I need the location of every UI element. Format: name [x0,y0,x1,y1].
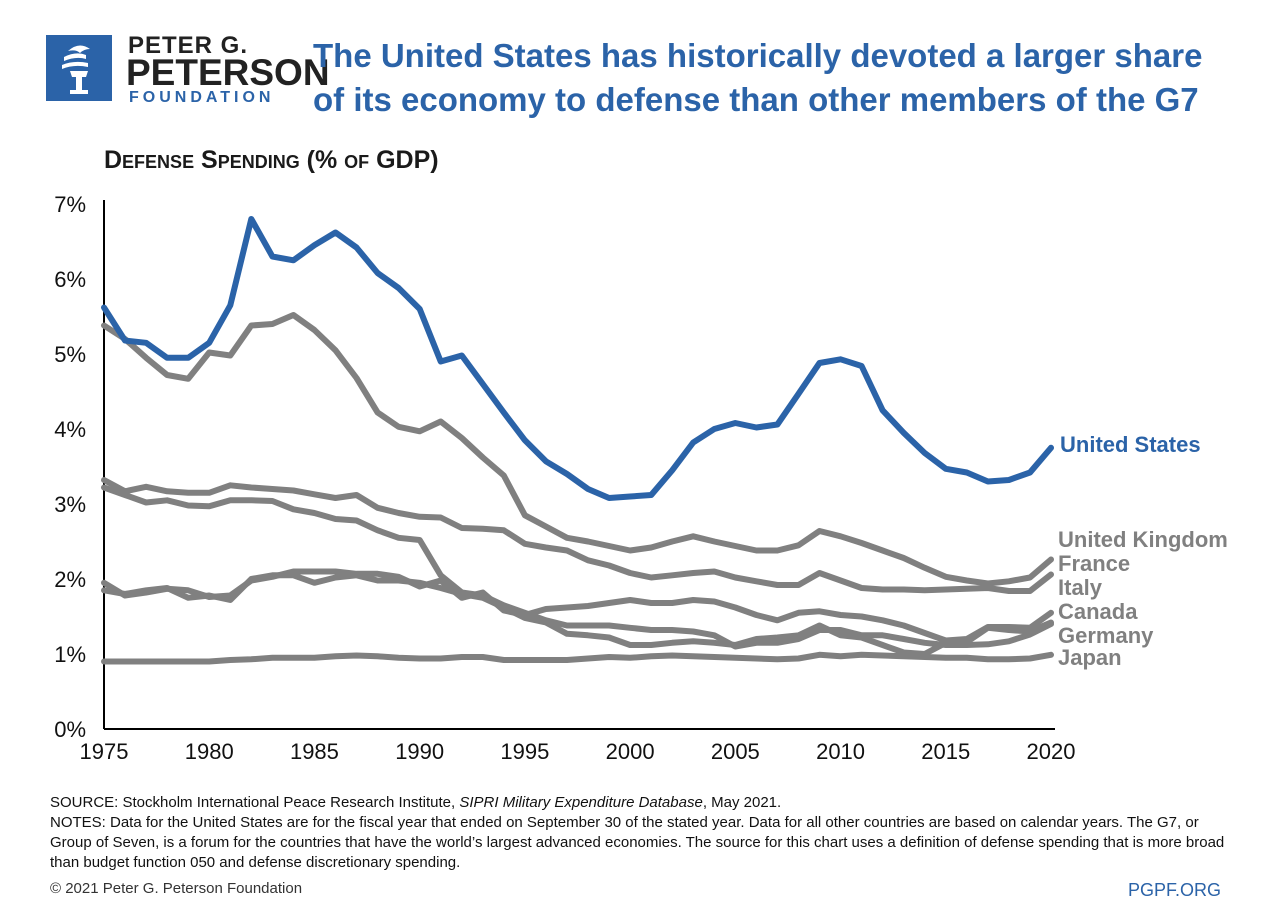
y-tick-label: 3% [54,492,86,517]
series-line-france [101,477,1054,594]
series-label-italy: Italy [1058,575,1103,600]
copyright: © 2021 Peter G. Peterson Foundation [50,880,303,897]
x-tick-label: 1995 [500,739,549,764]
y-tick-label: 1% [54,642,86,667]
torch-icon [46,35,112,101]
brand-line-1: PETER G. [128,32,249,59]
y-tick-label: 5% [54,342,86,367]
series-label-france: France [1058,551,1130,576]
x-tick-label: 1980 [185,739,234,764]
series-line-canada [101,572,1054,657]
brand-line-2: PETERSON [126,52,330,93]
x-tick-label: 1975 [80,739,129,764]
brand-logo: PETER G. PETERSON FOUNDATION [46,32,330,112]
site-link[interactable]: PGPF.ORG [1128,880,1222,900]
x-tick-label: 2010 [816,739,865,764]
y-tick-label: 4% [54,417,86,442]
series-label-germany: Germany [1058,623,1154,648]
y-tick-label: 2% [54,567,86,592]
series-line-united-states [101,216,1054,501]
x-tick-label: 1990 [395,739,444,764]
line-chart: 0% 1% 2% 3% 4% 5% 6% 7% 1975 1980 1985 1990 1995 2000… [54,192,1228,764]
y-tick-label: 0% [54,717,86,742]
y-tick-label: 7% [54,192,86,217]
series-line-japan [101,651,1054,665]
source-note: SOURCE: Stockholm International Peace Re… [50,794,782,811]
chart-subtitle: Defense Spending (% of GDP) [104,146,439,174]
series-label-canada: Canada [1058,599,1138,624]
x-tick-label: 1985 [290,739,339,764]
series-label-united-states: United States [1060,432,1201,457]
series-line-germany [101,484,1054,650]
brand-line-3: FOUNDATION [129,89,275,106]
chart-title: The United States has historically devot… [313,37,1203,118]
x-tick-label: 2000 [606,739,655,764]
chart-axes: 0% 1% 2% 3% 4% 5% 6% 7% 1975 1980 1985 1990 1995 2000… [54,192,1075,764]
source-title: SIPRI Military Expenditure Database [459,794,703,811]
x-tick-label: 2005 [711,739,760,764]
series-labels: United States United KingdomFranceItalyCa… [1058,432,1228,670]
chart-notes: SOURCE: Stockholm International Peace Re… [50,793,1240,873]
series-label-united-kingdom: United Kingdom [1058,527,1228,552]
series-line-united-kingdom [101,312,1054,587]
notes-text: NOTES: Data for the United States are fo… [50,814,1225,871]
x-tick-label: 2020 [1027,739,1076,764]
series-label-japan: Japan [1058,645,1122,670]
y-tick-label: 6% [54,267,86,292]
series-lines [101,216,1054,665]
x-tick-label: 2015 [921,739,970,764]
